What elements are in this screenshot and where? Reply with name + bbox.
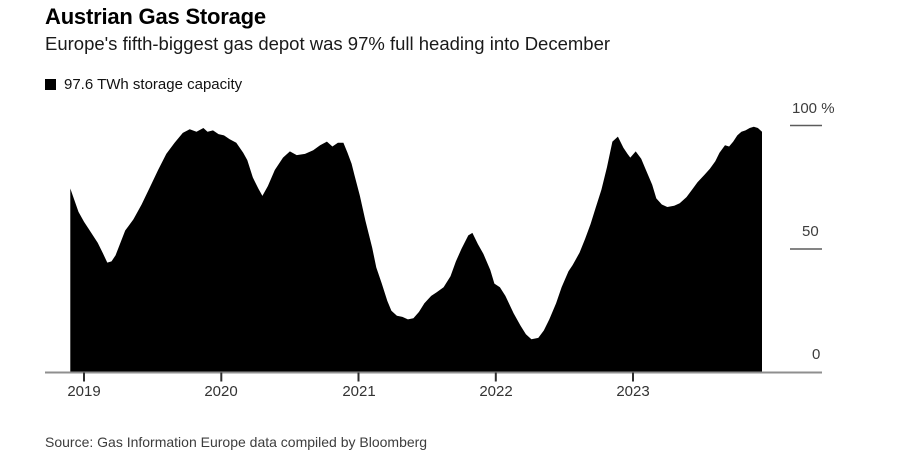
source-credit: Source: Gas Information Europe data comp…: [45, 434, 428, 450]
x-axis-label-2022: 2022: [479, 383, 513, 400]
legend-swatch-icon: [45, 79, 56, 90]
x-axis-label-2021: 2021: [342, 383, 376, 400]
chart-title: Austrian Gas Storage: [45, 4, 266, 29]
storage-area-shape: [70, 126, 763, 373]
y-axis-label-50: 50: [802, 223, 819, 240]
x-axis-label-2019: 2019: [67, 383, 101, 400]
legend: 97.6 TWh storage capacity: [45, 76, 242, 93]
x-axis-label-2023: 2023: [616, 383, 650, 400]
y-axis-label-0: 0: [812, 346, 821, 363]
legend-label: 97.6 TWh storage capacity: [64, 76, 243, 93]
y-axis-label-100: 100 %: [792, 100, 835, 117]
chart-subtitle: Europe's fifth-biggest gas depot was 97%…: [45, 33, 611, 54]
x-axis-label-2020: 2020: [204, 383, 238, 400]
